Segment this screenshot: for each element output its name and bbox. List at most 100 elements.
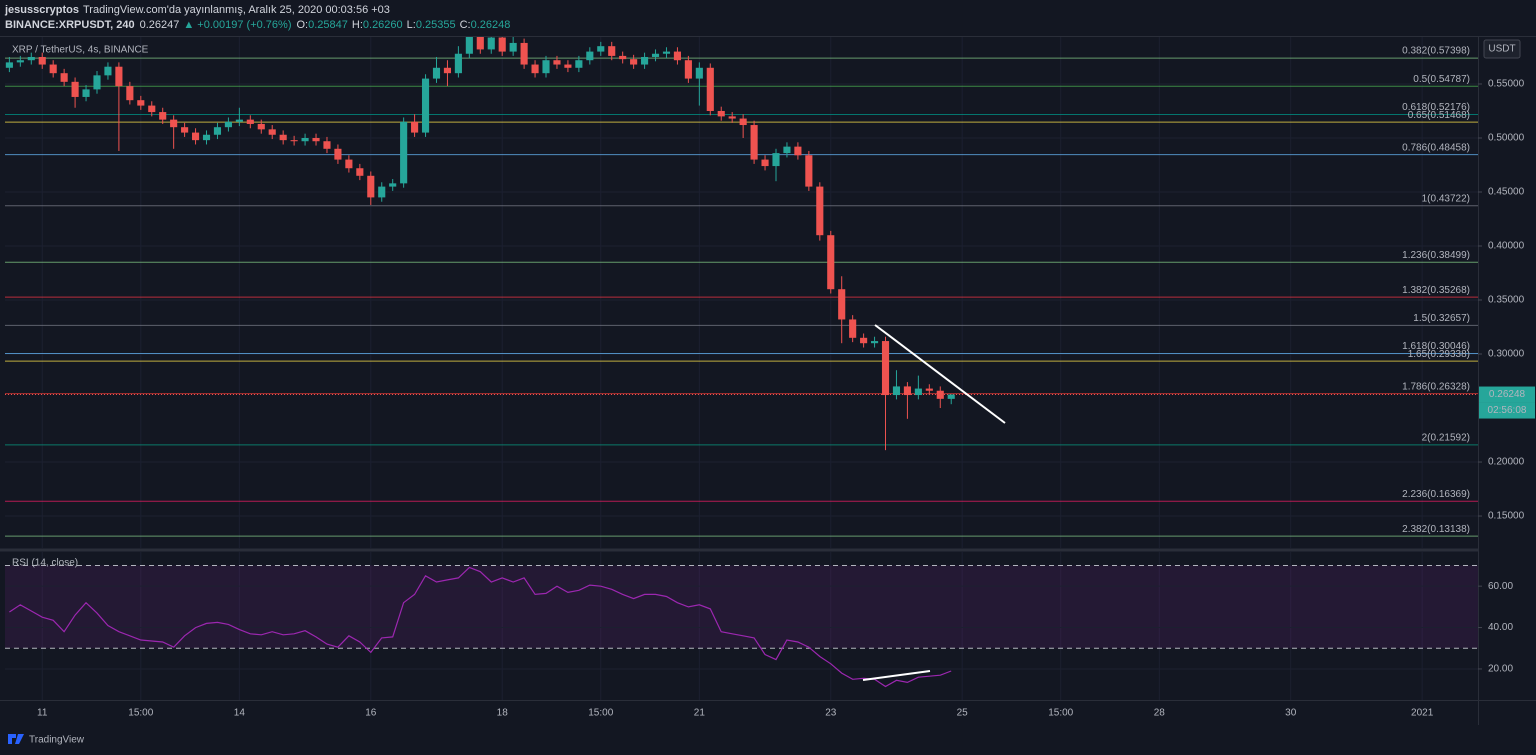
legend-title: XRP / TetherUS, 4s, BINANCE xyxy=(12,45,149,56)
candle-body xyxy=(246,119,254,124)
candle-body xyxy=(268,129,276,135)
candle-body xyxy=(137,100,145,106)
candle-body xyxy=(805,155,813,187)
fib-label: 1.618(0.30046) xyxy=(1402,341,1470,352)
candle-body xyxy=(925,388,933,391)
candle-body xyxy=(301,137,309,142)
candle-body xyxy=(115,66,123,87)
price-tag-label: 0.26248 xyxy=(1489,389,1526,400)
x-tick-label: 25 xyxy=(957,708,969,719)
candle-body xyxy=(553,60,561,65)
price-tag xyxy=(1479,386,1535,403)
candle-body xyxy=(651,53,660,57)
x-tick-label: 2021 xyxy=(1411,708,1434,719)
candle-body xyxy=(903,386,911,396)
candle-body xyxy=(49,64,57,74)
candle-body xyxy=(104,66,112,76)
fib-label: 2(0.21592) xyxy=(1422,432,1470,443)
candle-body xyxy=(5,62,13,68)
fib-label: 0.618(0.52176) xyxy=(1402,102,1470,113)
candle-body xyxy=(454,53,462,74)
candle-body xyxy=(794,146,802,156)
candle-body xyxy=(509,42,517,52)
candle-body xyxy=(849,319,857,338)
candle-body xyxy=(717,110,725,117)
fib-label: 0.382(0.57398) xyxy=(1402,46,1470,57)
rsi-line xyxy=(9,566,952,688)
y-tick-label: 0.30000 xyxy=(1488,349,1525,360)
candle-body xyxy=(892,386,901,396)
candle-body xyxy=(432,67,441,79)
brand-logo xyxy=(8,734,24,744)
y-tick-label: 0.55000 xyxy=(1488,79,1525,90)
ohlc-value: 0.25847 xyxy=(308,19,348,31)
quote-line: BINANCE:XRPUSDT, 240 0.26247 ▲ +0.00197 (+… xyxy=(5,19,510,31)
x-tick-label: 15:00 xyxy=(588,708,613,719)
candle-body xyxy=(871,341,879,344)
x-tick-label: 15:00 xyxy=(128,708,153,719)
rsi-pane xyxy=(5,552,1478,700)
fib-label: 2.236(0.16369) xyxy=(1402,489,1470,500)
candle-body xyxy=(202,134,211,141)
candle-body xyxy=(257,123,265,130)
countdown-tag xyxy=(1479,402,1535,419)
candle-body xyxy=(772,153,780,167)
candle-body xyxy=(224,121,232,128)
y-tick-label: 20.00 xyxy=(1488,664,1513,675)
ohlc-value: 0.25355 xyxy=(416,19,456,31)
ohlc-key: L: xyxy=(407,19,416,31)
candle-body xyxy=(630,59,638,65)
candle-body xyxy=(334,148,342,160)
candle-body xyxy=(323,141,331,149)
candle-body xyxy=(914,388,922,396)
candle-body xyxy=(728,116,736,119)
ohlc-value: 0.26260 xyxy=(363,19,403,31)
candle-body xyxy=(27,56,35,61)
candle-body xyxy=(191,132,200,141)
price-pane: 0.382(0.57398) 0.5(0.54787) 0.618(0.52176)… xyxy=(5,37,1478,548)
fib-label: 1.236(0.38499) xyxy=(1402,250,1470,261)
candle-body xyxy=(936,390,944,399)
candle-body xyxy=(38,56,46,65)
candle-body xyxy=(498,37,506,52)
y-tick-label: 0.50000 xyxy=(1488,133,1525,144)
candle-body xyxy=(761,159,769,167)
candle-body xyxy=(476,37,484,50)
symbol: BINANCE:XRPUSDT, 240 xyxy=(5,19,135,31)
rsi-band xyxy=(5,565,1478,649)
ohlc-key: O: xyxy=(297,19,309,31)
fib-label: 0.65(0.51468) xyxy=(1408,110,1470,121)
x-tick-label: 15:00 xyxy=(1048,708,1073,719)
fib-label: 1.65(0.29338) xyxy=(1408,349,1470,360)
candle-body xyxy=(148,105,156,113)
candle-body xyxy=(520,42,528,65)
candle-body xyxy=(860,337,868,344)
candle-body xyxy=(947,394,955,399)
candle-body xyxy=(695,67,703,79)
candle-body xyxy=(684,60,692,79)
candle-body xyxy=(181,127,189,133)
x-tick-label: 23 xyxy=(825,708,837,719)
y-tick-label: 40.00 xyxy=(1488,622,1513,633)
candle-body xyxy=(279,134,287,141)
candle-body xyxy=(739,118,747,126)
fib-label: 1.786(0.26328) xyxy=(1402,381,1470,392)
currency-box xyxy=(1483,39,1521,59)
y-tick-label: 0.35000 xyxy=(1488,295,1525,306)
author: jesusscryptos xyxy=(4,4,79,16)
candle-body xyxy=(838,289,846,320)
fib-label: 1.5(0.32657) xyxy=(1413,313,1470,324)
y-tick-label: 0.15000 xyxy=(1488,511,1525,522)
candle-body xyxy=(356,168,364,176)
candle-body xyxy=(71,81,79,97)
fib-label: 2.382(0.13138) xyxy=(1402,524,1470,535)
candle-body xyxy=(608,46,616,56)
fib-label: 0.5(0.54787) xyxy=(1413,74,1470,85)
candle-body xyxy=(367,175,375,198)
candle-body xyxy=(816,186,824,236)
candle-body xyxy=(126,86,134,101)
candle-body xyxy=(827,235,835,290)
candle-body xyxy=(597,46,605,52)
